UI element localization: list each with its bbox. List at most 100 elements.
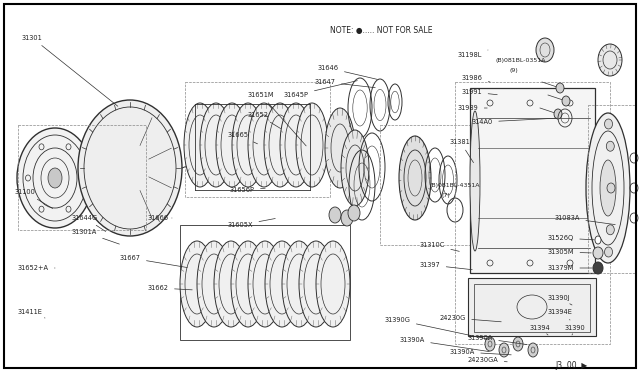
Bar: [18, 125, 146, 230]
Bar: [180, 225, 350, 340]
Text: 31991: 31991: [462, 89, 497, 95]
Text: 31390: 31390: [565, 325, 586, 335]
Ellipse shape: [485, 337, 495, 351]
Text: 31390A: 31390A: [468, 335, 527, 344]
Ellipse shape: [593, 262, 603, 274]
Ellipse shape: [282, 241, 316, 327]
Text: 31083A: 31083A: [555, 215, 615, 225]
Ellipse shape: [499, 343, 509, 357]
Text: (9): (9): [510, 67, 519, 73]
Text: 31662: 31662: [148, 285, 192, 291]
Text: J3  00  ▶: J3 00 ▶: [555, 360, 588, 369]
Text: (B)081BL-0351A: (B)081BL-0351A: [496, 58, 547, 62]
Text: 31397: 31397: [420, 262, 472, 270]
Ellipse shape: [593, 247, 603, 259]
Text: (7): (7): [442, 192, 451, 198]
Text: 31986: 31986: [462, 75, 490, 82]
Text: 31989: 31989: [458, 105, 487, 111]
Text: 31652: 31652: [248, 112, 280, 129]
Text: 31667: 31667: [120, 255, 188, 267]
Ellipse shape: [316, 241, 350, 327]
Ellipse shape: [605, 247, 612, 257]
Ellipse shape: [232, 103, 264, 187]
Ellipse shape: [184, 103, 216, 187]
Ellipse shape: [607, 183, 615, 193]
Bar: [380, 125, 485, 245]
Ellipse shape: [265, 241, 299, 327]
Ellipse shape: [231, 241, 265, 327]
Text: 31390A: 31390A: [400, 337, 489, 352]
Text: 31644G: 31644G: [72, 215, 106, 231]
Ellipse shape: [264, 103, 296, 187]
Text: 31390J: 31390J: [548, 295, 572, 305]
Text: 24230GA: 24230GA: [468, 357, 508, 363]
Ellipse shape: [248, 241, 282, 327]
Text: 31198L: 31198L: [458, 50, 488, 58]
Ellipse shape: [296, 103, 328, 187]
Bar: [468, 278, 596, 336]
Text: 31305M: 31305M: [548, 249, 591, 255]
Ellipse shape: [528, 343, 538, 357]
Ellipse shape: [200, 103, 232, 187]
Ellipse shape: [556, 83, 564, 93]
Text: 31390A: 31390A: [450, 349, 511, 355]
Ellipse shape: [605, 119, 612, 129]
Text: 31394E: 31394E: [548, 309, 573, 320]
Text: 31645P: 31645P: [284, 81, 357, 98]
Text: 31100: 31100: [15, 189, 52, 209]
Ellipse shape: [214, 241, 248, 327]
Text: 31379M: 31379M: [548, 265, 592, 271]
Ellipse shape: [598, 44, 622, 76]
Ellipse shape: [48, 168, 62, 188]
Text: (B)081BL-4351A: (B)081BL-4351A: [430, 183, 481, 187]
Ellipse shape: [600, 160, 616, 216]
Ellipse shape: [17, 128, 93, 228]
Text: 31390G: 31390G: [385, 317, 490, 339]
Text: 31301: 31301: [22, 35, 118, 106]
Ellipse shape: [606, 141, 614, 151]
Ellipse shape: [595, 236, 601, 244]
Bar: [470, 88, 595, 273]
Ellipse shape: [606, 225, 614, 235]
Text: 24230G: 24230G: [440, 315, 501, 322]
Ellipse shape: [348, 205, 360, 221]
Text: 31651M: 31651M: [248, 92, 306, 146]
Ellipse shape: [280, 103, 312, 187]
Ellipse shape: [399, 136, 431, 220]
Text: 31647: 31647: [315, 79, 375, 88]
Text: 31394: 31394: [530, 325, 551, 335]
Ellipse shape: [341, 210, 353, 226]
Text: NOTE: ●..... NOT FOR SALE: NOTE: ●..... NOT FOR SALE: [330, 26, 433, 35]
Ellipse shape: [197, 241, 231, 327]
Text: 31411E: 31411E: [18, 309, 45, 318]
Bar: [588, 105, 636, 273]
Ellipse shape: [216, 103, 248, 187]
Text: 31526Q: 31526Q: [548, 235, 594, 241]
Ellipse shape: [78, 100, 182, 236]
Text: 31301A: 31301A: [72, 229, 120, 244]
Ellipse shape: [299, 241, 333, 327]
Ellipse shape: [325, 108, 355, 188]
Text: 31652+A: 31652+A: [18, 265, 55, 271]
Text: 31605X: 31605X: [228, 218, 275, 228]
Text: 31665: 31665: [228, 132, 257, 144]
Text: 31646: 31646: [318, 65, 378, 79]
Text: 31656P: 31656P: [230, 187, 265, 193]
Ellipse shape: [562, 96, 570, 106]
Ellipse shape: [470, 111, 480, 251]
Bar: [185, 82, 330, 197]
Ellipse shape: [248, 103, 280, 187]
Ellipse shape: [341, 130, 369, 206]
Ellipse shape: [586, 113, 630, 263]
Text: 31310C: 31310C: [420, 242, 460, 251]
Ellipse shape: [180, 241, 214, 327]
Text: 31666: 31666: [148, 215, 172, 221]
Bar: [474, 284, 590, 332]
Text: 314A0: 314A0: [472, 118, 557, 125]
Ellipse shape: [554, 109, 562, 119]
Ellipse shape: [536, 38, 554, 62]
Ellipse shape: [513, 337, 523, 351]
Ellipse shape: [329, 207, 341, 223]
Bar: [455, 82, 610, 344]
Text: 31381: 31381: [450, 139, 474, 163]
